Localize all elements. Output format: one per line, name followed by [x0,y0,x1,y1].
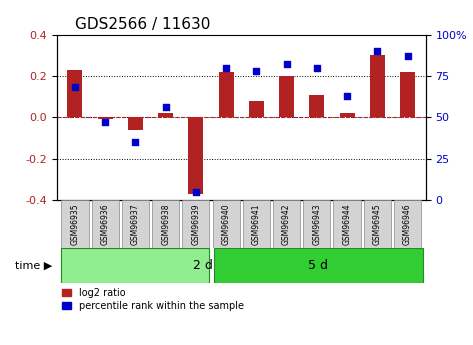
FancyBboxPatch shape [122,200,149,248]
Bar [219,72,234,117]
Point [192,189,200,195]
Point [253,68,260,74]
Text: GDS2566 / 11630: GDS2566 / 11630 [75,17,210,32]
Text: 2 d: 2 d [193,259,213,272]
Bar [67,70,82,117]
Point [283,61,290,67]
FancyBboxPatch shape [273,200,300,248]
Text: GSM96946: GSM96946 [403,204,412,245]
Bar [97,117,113,119]
Point [222,65,230,70]
Text: GSM96939: GSM96939 [192,204,201,245]
Point [374,48,381,54]
FancyBboxPatch shape [214,248,423,283]
FancyBboxPatch shape [212,200,240,248]
Text: GSM96943: GSM96943 [312,204,321,245]
Point [71,85,79,90]
FancyBboxPatch shape [333,200,361,248]
Bar [249,101,264,117]
Bar [400,72,415,117]
Text: GSM96945: GSM96945 [373,204,382,245]
FancyBboxPatch shape [152,200,179,248]
FancyBboxPatch shape [364,200,391,248]
Text: 5 d: 5 d [308,259,328,272]
FancyBboxPatch shape [92,200,119,248]
Bar [370,55,385,117]
FancyBboxPatch shape [243,200,270,248]
Point [313,65,321,70]
Bar [279,76,294,117]
Text: GSM96944: GSM96944 [342,204,351,245]
FancyBboxPatch shape [61,248,210,283]
FancyBboxPatch shape [394,200,421,248]
Bar [340,113,355,117]
FancyBboxPatch shape [303,200,331,248]
Text: GSM96938: GSM96938 [161,204,170,245]
FancyBboxPatch shape [182,200,210,248]
Text: GSM96935: GSM96935 [70,204,79,245]
FancyBboxPatch shape [61,200,88,248]
Point [101,119,109,125]
Text: time ▶: time ▶ [15,261,52,270]
Point [343,93,351,99]
Text: GSM96937: GSM96937 [131,204,140,245]
Point [404,53,412,59]
Bar [188,117,203,194]
Legend: log2 ratio, percentile rank within the sample: log2 ratio, percentile rank within the s… [61,288,244,311]
Point [162,105,169,110]
Text: GSM96940: GSM96940 [222,204,231,245]
Text: GSM96936: GSM96936 [101,204,110,245]
Bar [158,113,173,117]
Text: GSM96941: GSM96941 [252,204,261,245]
Bar [309,95,324,117]
Bar [128,117,143,130]
Text: GSM96942: GSM96942 [282,204,291,245]
Point [131,139,139,145]
